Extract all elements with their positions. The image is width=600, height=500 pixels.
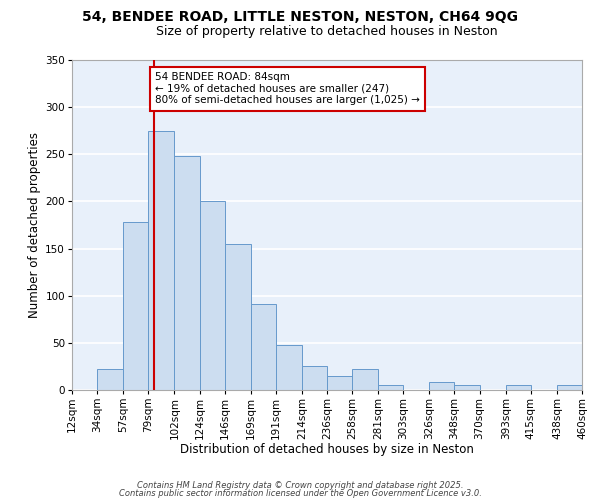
- Bar: [148, 130, 175, 390]
- Text: 54 BENDEE ROAD: 84sqm
← 19% of detached houses are smaller (247)
80% of semi-det: 54 BENDEE ROAD: 84sqm ← 19% of detached …: [155, 72, 420, 106]
- Bar: [378, 386, 403, 390]
- Bar: [506, 386, 531, 390]
- Bar: [430, 382, 455, 390]
- X-axis label: Distribution of detached houses by size in Neston: Distribution of detached houses by size …: [180, 443, 474, 456]
- Bar: [302, 366, 327, 390]
- Bar: [224, 244, 251, 390]
- Bar: [276, 344, 302, 390]
- Bar: [175, 156, 199, 390]
- Text: Contains HM Land Registry data © Crown copyright and database right 2025.: Contains HM Land Registry data © Crown c…: [137, 481, 463, 490]
- Bar: [557, 386, 582, 390]
- Bar: [123, 222, 148, 390]
- Text: 54, BENDEE ROAD, LITTLE NESTON, NESTON, CH64 9QG: 54, BENDEE ROAD, LITTLE NESTON, NESTON, …: [82, 10, 518, 24]
- Y-axis label: Number of detached properties: Number of detached properties: [28, 132, 41, 318]
- Bar: [251, 304, 276, 390]
- Bar: [327, 376, 352, 390]
- Bar: [455, 386, 479, 390]
- Title: Size of property relative to detached houses in Neston: Size of property relative to detached ho…: [156, 25, 498, 38]
- Bar: [199, 202, 224, 390]
- Text: Contains public sector information licensed under the Open Government Licence v3: Contains public sector information licen…: [119, 488, 481, 498]
- Bar: [352, 370, 378, 390]
- Bar: [97, 370, 123, 390]
